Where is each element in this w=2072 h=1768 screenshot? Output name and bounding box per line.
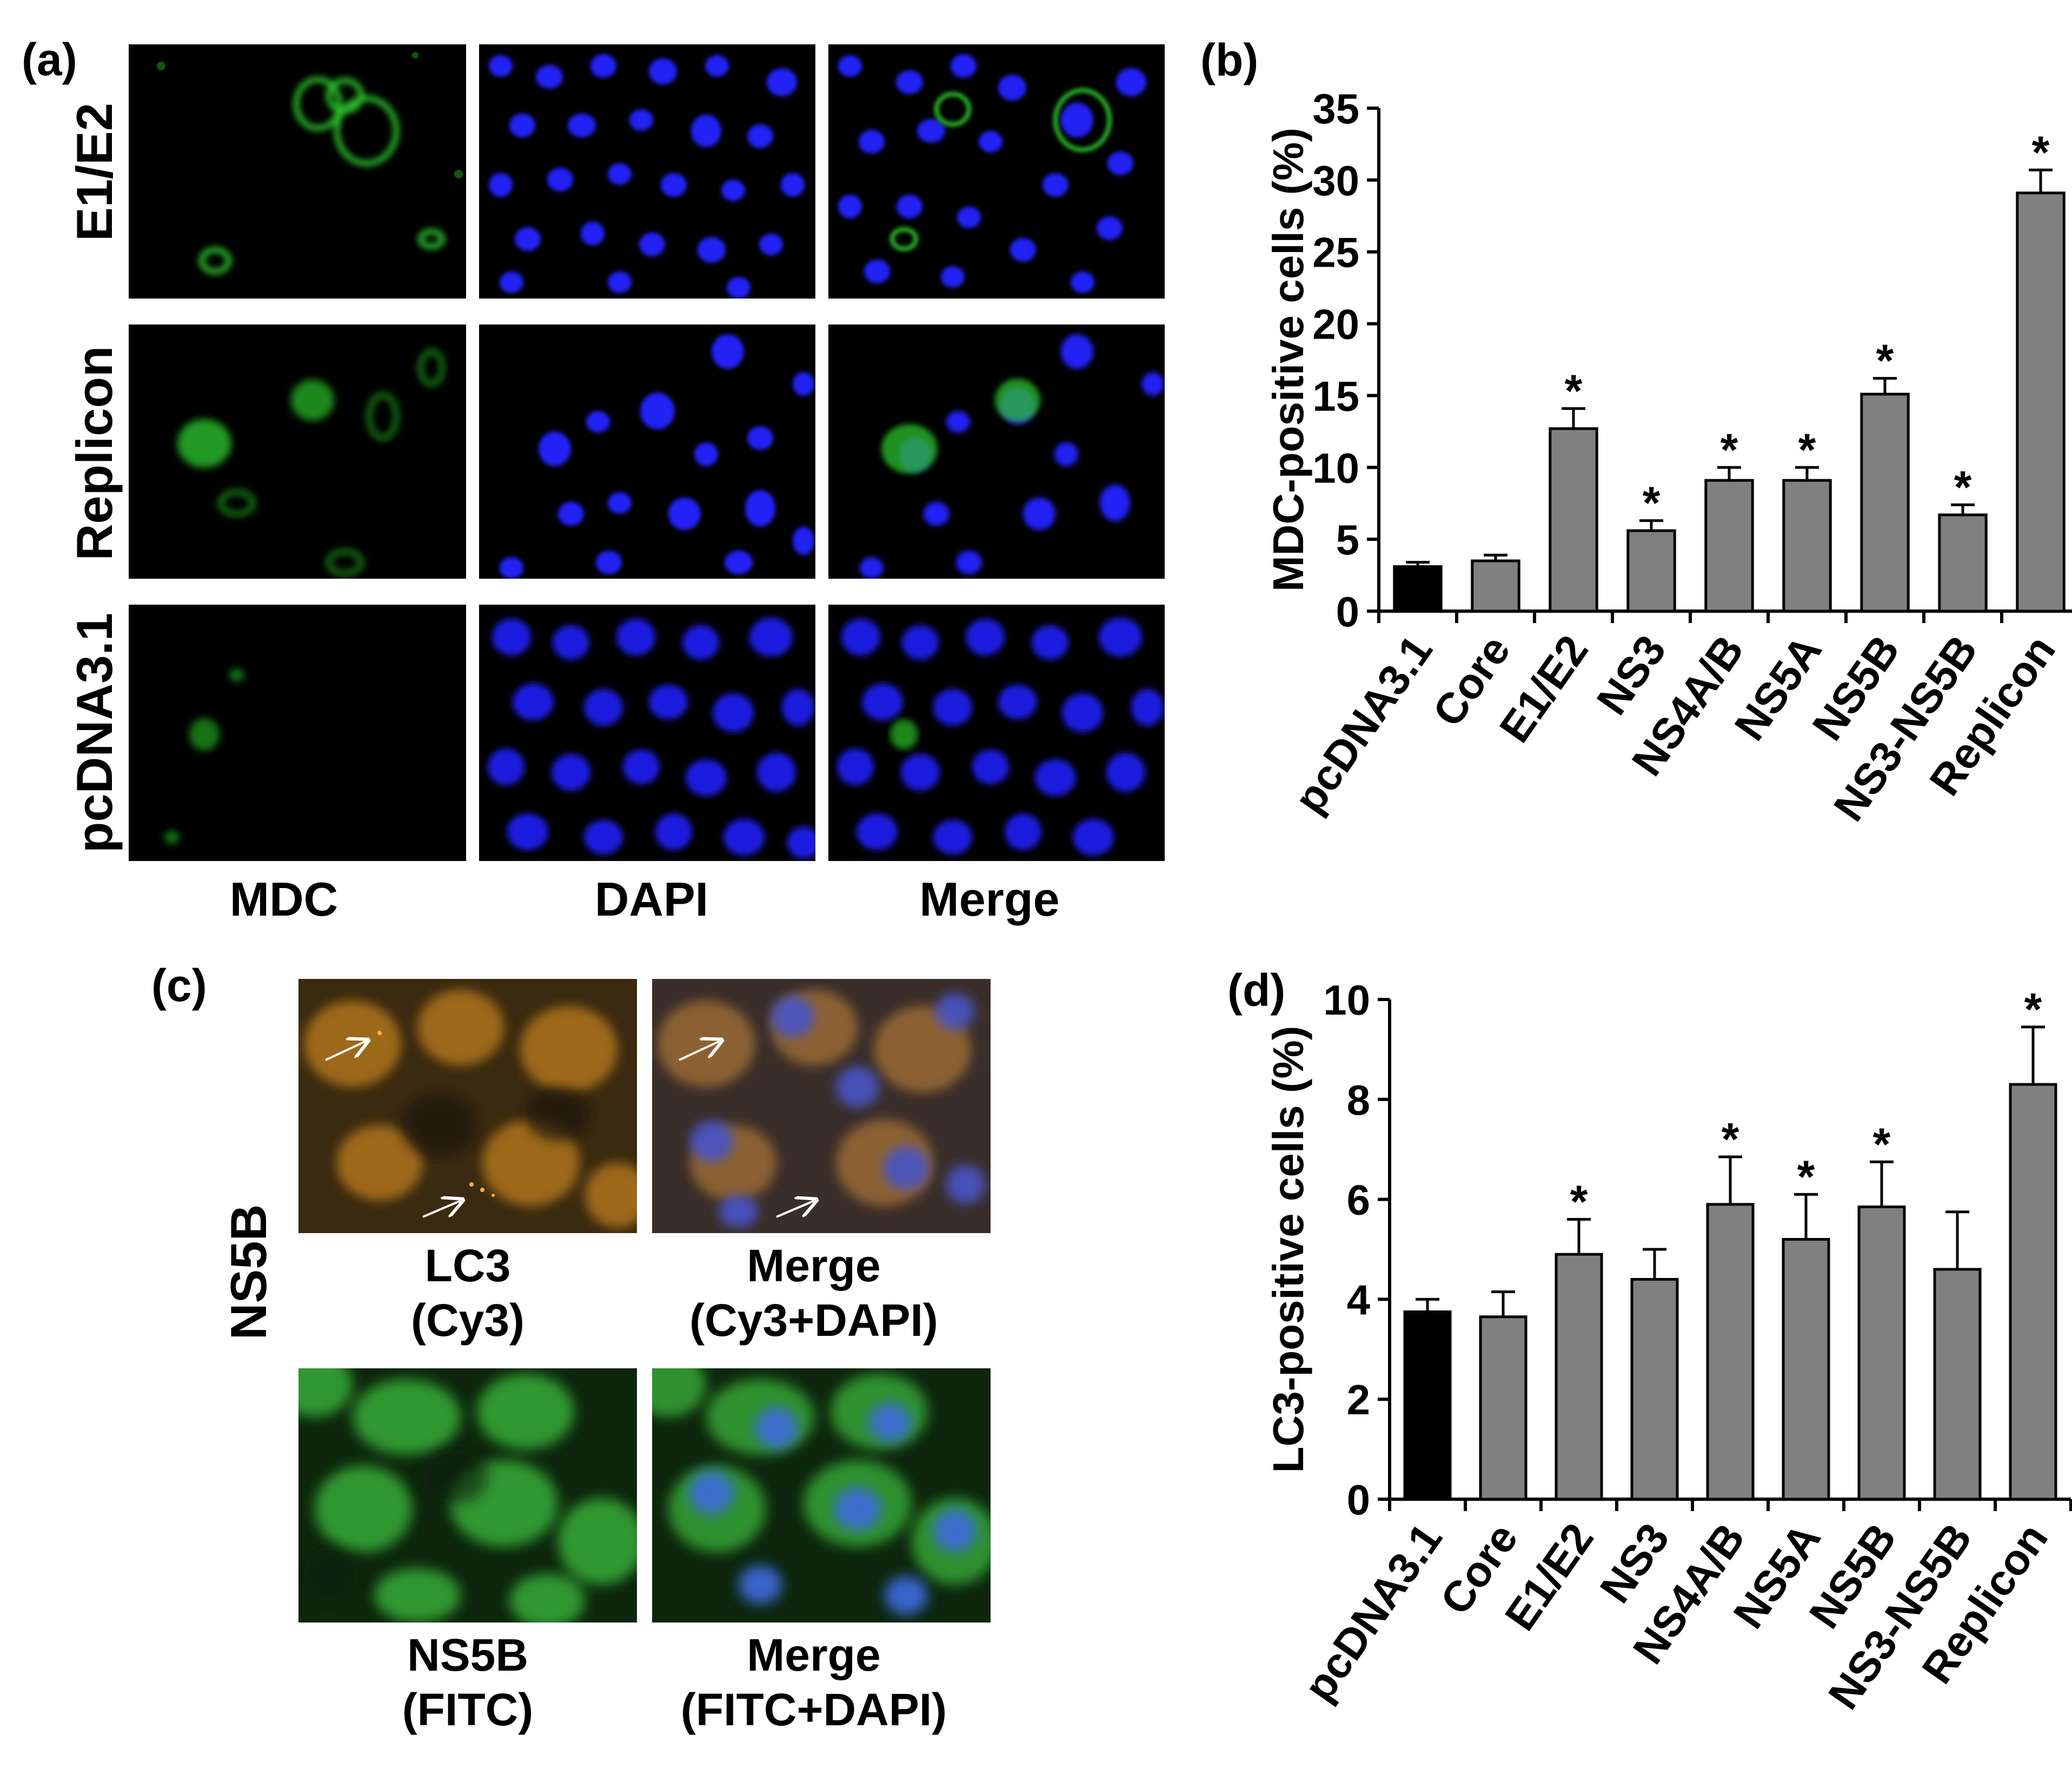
chart-b-significance-marker: *: [1721, 424, 1738, 475]
caption-merge-fitc-line1: Merge: [747, 1630, 881, 1680]
chart-d-y-tick-label: 6: [1347, 1176, 1370, 1224]
chart-b-bar: [1704, 479, 1754, 613]
caption-lc3-line1: LC3: [424, 1240, 511, 1291]
ns5b-fitc-image: [298, 1368, 637, 1623]
mdc-image-pcdna: [129, 605, 466, 861]
chart-b-bar: [1626, 529, 1676, 613]
chart-b-significance-marker: *: [1565, 365, 1583, 416]
chart-b-bar: [1782, 479, 1832, 613]
row-label-e1e2: E1/E2: [66, 102, 123, 242]
chart-d-y-tick-label: 0: [1347, 1476, 1370, 1524]
chart-d-significance-marker: *: [1722, 1114, 1739, 1164]
chart-d-significance-marker: *: [1873, 1118, 1891, 1169]
chart-b-significance-marker: *: [1798, 424, 1816, 475]
row-label-ns5b: NS5B: [220, 1204, 277, 1340]
caption-merge-fitc: Merge (FITC+DAPI): [681, 1628, 947, 1737]
chart-b-significance-marker: *: [1954, 461, 1972, 512]
chart-d-significance-marker: *: [1797, 1151, 1815, 1202]
chart-b-y-tick-label: 15: [1312, 372, 1359, 420]
merge-fitc-dapi-image: [652, 1368, 991, 1623]
dapi-image-replicon: [479, 325, 815, 579]
chart-d-bar: [1403, 1310, 1452, 1501]
col-label-merge: Merge: [919, 872, 1060, 926]
chart-b-y-tick-label: 10: [1312, 444, 1359, 492]
caption-merge-cy3-line1: Merge: [747, 1240, 881, 1291]
chart-d-bar: [1782, 1238, 1830, 1501]
chart-b-x-tick-label: NS5A: [1725, 627, 1831, 749]
panel-c-label: (c): [151, 960, 207, 1011]
chart-d-y-tick-label: 2: [1347, 1376, 1370, 1423]
caption-ns5b-line1: NS5B: [407, 1630, 529, 1680]
dapi-image-pcdna: [479, 605, 815, 861]
chart-b-bar: [1549, 427, 1598, 613]
chart-b-y-tick-label: 20: [1312, 301, 1359, 348]
chart-d-significance-marker: *: [1570, 1176, 1588, 1227]
chart-d-bar: [1857, 1205, 1906, 1501]
chart-d-panel-label: (d): [1227, 965, 1285, 1016]
lc3-image: [298, 979, 637, 1233]
col-label-dapi: DAPI: [594, 872, 709, 926]
row-label-replicon: Replicon: [66, 346, 123, 561]
chart-b-mdc: (b)MDC-positive cells (%) 0 5 10 15 20 25 30 35 p…: [1200, 35, 2072, 830]
chart-d-y-tick-label: 8: [1347, 1076, 1370, 1124]
chart-b-significance-marker: *: [1643, 478, 1661, 528]
chart-b-y-axis-label: MDC-positive cells (%): [1264, 128, 1312, 592]
caption-merge-cy3-line2: (Cy3+DAPI): [689, 1294, 938, 1346]
row-label-pcdna: pcDNA3.1: [66, 612, 123, 853]
panel-a-label: (a): [22, 34, 77, 85]
chart-b-x-tick-label: pcDNA3.1: [1285, 627, 1442, 822]
merge-image-replicon: [828, 325, 1165, 579]
merge-image-pcdna: [828, 605, 1165, 861]
chart-b-bar: [2016, 191, 2066, 613]
chart-d-x-tick-label: pcDNA3.1: [1294, 1515, 1451, 1710]
chart-b-panel-label: (b): [1200, 35, 1258, 85]
mdc-image-replicon: [129, 325, 466, 579]
merge-image-e1e2: [828, 44, 1165, 299]
chart-d-bar: [1479, 1315, 1528, 1501]
chart-d-y-tick-label: 4: [1347, 1276, 1370, 1323]
chart-b-y-tick-label: 25: [1312, 229, 1359, 276]
caption-merge-cy3: Merge (Cy3+DAPI): [689, 1239, 938, 1348]
chart-b-y-tick-label: 30: [1312, 157, 1359, 204]
mdc-image-e1e2: [129, 44, 466, 299]
chart-d-bar: [1706, 1203, 1755, 1501]
chart-b-bar: [1471, 559, 1520, 613]
caption-ns5b: NS5B (FITC): [402, 1628, 534, 1737]
caption-lc3: LC3 (Cy3): [411, 1239, 524, 1348]
merge-cy3-dapi-image: [652, 979, 991, 1233]
chart-d-significance-marker: *: [2024, 984, 2042, 1035]
chart-d-bar: [2009, 1083, 2057, 1501]
caption-lc3-line2: (Cy3): [410, 1294, 525, 1346]
chart-d-lc3: (d) LC3-positive cells (%) 0 2 4 6 8 10 pcDNA3.1…: [1227, 965, 2072, 1718]
chart-b-significance-marker: *: [1876, 335, 1894, 386]
chart-b-y-tick-label: 35: [1312, 85, 1359, 133]
chart-d-y-tick-label: 10: [1323, 976, 1370, 1024]
caption-merge-fitc-line2: (FITC+DAPI): [680, 1684, 947, 1735]
chart-b-y-tick-label: 5: [1336, 516, 1359, 564]
chart-b-bar: [1393, 565, 1443, 613]
chart-d-bar: [1555, 1253, 1603, 1501]
chart-d-y-axis-label: LC3-positive cells (%): [1264, 1026, 1312, 1473]
caption-ns5b-line2: (FITC): [402, 1684, 534, 1735]
chart-d-bar: [1630, 1277, 1679, 1501]
chart-b-bar: [1860, 393, 1910, 613]
dapi-image-e1e2: [479, 44, 815, 299]
chart-b-significance-marker: *: [2032, 127, 2050, 177]
chart-d-bar: [1933, 1268, 1982, 1501]
col-label-mdc: MDC: [229, 872, 338, 926]
chart-b-y-tick-label: 0: [1336, 588, 1359, 635]
chart-b-bar: [1938, 513, 1988, 613]
